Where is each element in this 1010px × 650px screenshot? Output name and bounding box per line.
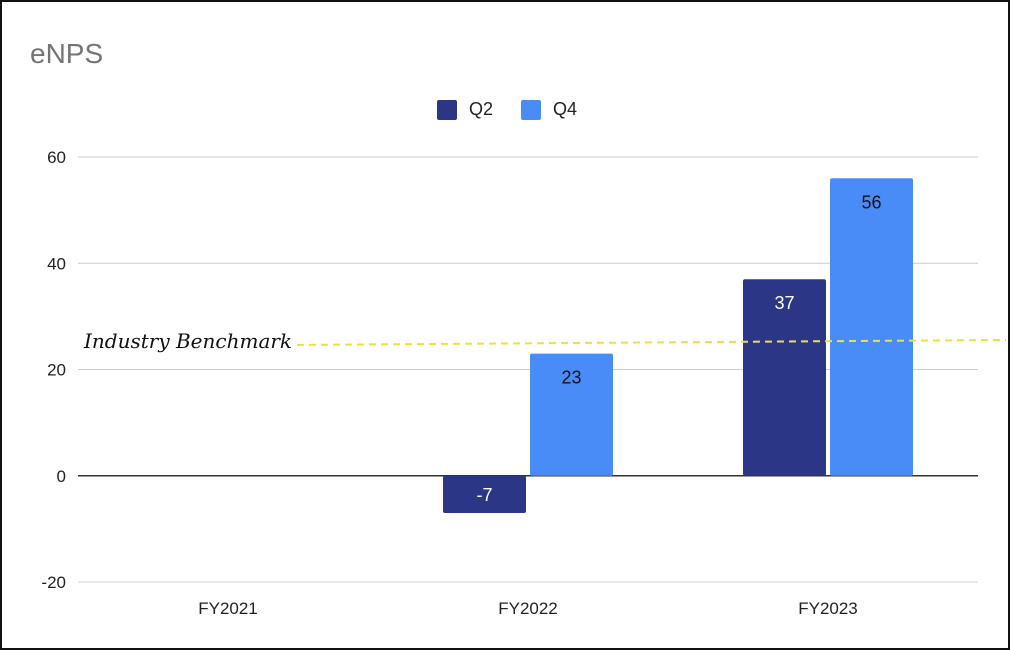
y-tick-label: -20 [41, 573, 66, 592]
y-tick-label: 40 [47, 254, 66, 273]
x-tick-label: FY2023 [798, 599, 858, 618]
x-tick-label: FY2021 [198, 599, 258, 618]
x-tick-label: FY2022 [498, 599, 558, 618]
bar-q4-fy2023 [830, 178, 913, 476]
bar-q2-fy2023 [743, 279, 826, 476]
legend-label-q2: Q2 [468, 99, 493, 119]
legend-swatch-q4 [521, 99, 541, 120]
data-label: 23 [561, 368, 581, 388]
legend-item-q4: Q4 [521, 99, 577, 120]
benchmark-line [296, 338, 1007, 346]
legend-label-q4: Q4 [553, 99, 578, 119]
y-tick-label: 20 [47, 361, 66, 380]
data-label: -7 [476, 485, 492, 505]
benchmark-label: Industry Benchmark [83, 329, 292, 353]
bar-q2-fy2022 [443, 475, 526, 513]
chart-legend: Q2 Q4 [2, 99, 1010, 120]
data-label: 56 [861, 192, 881, 212]
chart-title: eNPS [30, 38, 104, 69]
y-tick-label: 0 [57, 467, 66, 486]
legend-swatch-q2 [436, 99, 457, 120]
legend-item-q2: Q2 [436, 99, 493, 120]
y-tick-label: 60 [47, 148, 66, 167]
data-label: 37 [774, 293, 794, 313]
bar-q4-fy2022 [530, 353, 613, 476]
